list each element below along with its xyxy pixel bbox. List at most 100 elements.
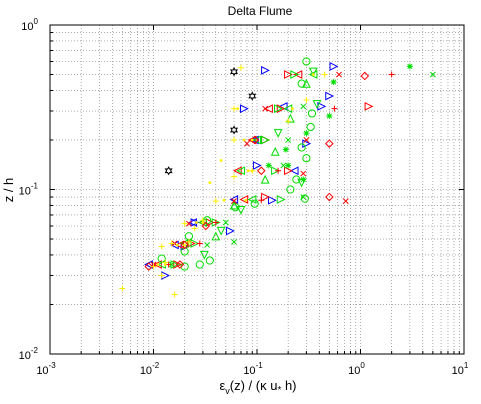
data-point [364, 101, 374, 111]
data-point [158, 243, 165, 250]
data-point [175, 260, 185, 269]
data-marks [119, 57, 436, 298]
data-point [185, 220, 192, 227]
data-point [212, 198, 219, 205]
data-point [406, 63, 413, 70]
x-tick-label-base: 10 [36, 365, 48, 377]
data-point [300, 176, 307, 183]
data-point [250, 138, 254, 142]
data-point [325, 139, 334, 148]
data-point [336, 71, 342, 78]
data-point [231, 198, 237, 205]
data-point [308, 67, 318, 77]
x-axis-label-sub1: v [225, 386, 230, 396]
data-point [204, 242, 211, 248]
data-point [250, 169, 254, 173]
data-point [261, 192, 270, 202]
y-tick-label-base: 10 [19, 186, 31, 198]
y-tick-label: 100 [21, 17, 38, 33]
y-tick-label-base: 10 [19, 350, 31, 362]
data-point [289, 166, 299, 176]
data-point [236, 205, 246, 215]
data-point [275, 167, 282, 174]
x-axis-label-base: ε [219, 378, 225, 393]
data-point [300, 194, 307, 200]
data-point [429, 71, 436, 78]
data-point [226, 226, 235, 236]
data-point [208, 181, 212, 185]
data-point [284, 166, 293, 176]
x-tick-label-base: 10 [348, 365, 360, 377]
data-point [246, 169, 250, 173]
y-tick-label-exponent: -2 [31, 346, 39, 355]
data-point [285, 162, 292, 169]
data-point [175, 243, 179, 247]
x-tick-label-exponent: -1 [256, 361, 264, 370]
data-point [256, 166, 266, 176]
x-tick-label-exponent: -2 [152, 361, 160, 370]
data-point [342, 198, 349, 205]
data-point [244, 140, 250, 147]
chart-title: Delta Flume [228, 4, 293, 18]
data-point [302, 57, 311, 66]
y-tick-label: 10-1 [19, 182, 39, 198]
x-tick-label: 10-2 [140, 361, 160, 377]
data-point [326, 112, 333, 119]
grid [50, 25, 464, 354]
data-point [153, 260, 162, 269]
data-point [292, 175, 301, 184]
data-point [297, 79, 306, 88]
data-point [285, 137, 292, 143]
data-point [183, 243, 187, 247]
data-point [195, 260, 204, 269]
data-point [190, 239, 200, 248]
data-point [230, 67, 239, 77]
data-point [196, 240, 203, 247]
data-point [211, 231, 221, 241]
data-point [302, 154, 311, 163]
data-point [271, 166, 280, 176]
data-point [231, 203, 240, 212]
x-axis-label: εv(z) / (κ u* h) [219, 378, 296, 396]
y-tick-label-exponent: -1 [31, 182, 39, 191]
data-point [301, 78, 311, 88]
y-axis-label: z / h [1, 178, 16, 203]
data-point [163, 263, 167, 266]
data-point [219, 159, 223, 162]
x-tick-label: 10-1 [243, 361, 263, 377]
data-point [331, 105, 338, 112]
data-point [274, 104, 283, 114]
data-point [180, 240, 189, 250]
data-point [236, 107, 240, 111]
data-point [237, 64, 244, 71]
data-point [150, 263, 157, 270]
data-point [212, 219, 219, 226]
data-point [290, 70, 300, 79]
data-point [360, 71, 370, 81]
data-point [282, 146, 289, 153]
data-point [250, 199, 259, 208]
data-point [265, 162, 272, 169]
x-axis-label-mid: (z) / (κ u [230, 378, 278, 393]
data-point [293, 70, 303, 79]
data-point [230, 125, 239, 135]
data-point [244, 198, 248, 202]
x-tick-label-exponent: -3 [49, 361, 57, 370]
data-point [311, 73, 315, 76]
data-point [264, 104, 273, 114]
x-axis-label-end: h) [281, 378, 296, 393]
x-tick-label-base: 10 [452, 365, 464, 377]
data-point [260, 174, 270, 184]
data-point [388, 71, 395, 78]
data-point [297, 143, 306, 152]
data-point [231, 105, 238, 112]
data-point [168, 240, 175, 247]
data-point [321, 71, 328, 78]
data-point [119, 285, 126, 292]
data-point [276, 104, 286, 114]
data-point [312, 100, 322, 109]
x-tick-label-base: 10 [243, 365, 255, 377]
data-point [173, 260, 183, 269]
